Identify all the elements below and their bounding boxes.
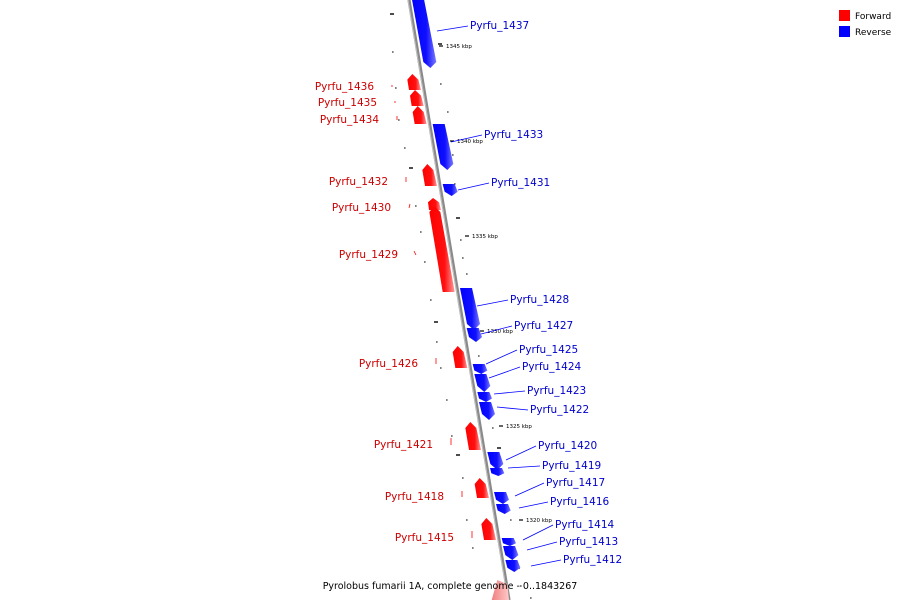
tick-label: 1330 kbp	[487, 329, 513, 335]
gene-label-pyrfu-1430: Pyrfu_1430	[332, 202, 391, 214]
gene-partial-arrow	[491, 580, 510, 600]
gene-leader-line	[530, 559, 562, 567]
tick-label: 1345 kbp	[446, 44, 472, 50]
gene-leader-line	[450, 134, 483, 143]
gene-pyrfu-1436-arrow	[407, 74, 422, 90]
gene-pyrfu-1412-arrow	[505, 560, 521, 572]
gene-pyrfu-1429-arrow	[429, 206, 455, 292]
gene-pyrfu-1423-arrow	[477, 392, 493, 402]
gene-pyrfu-1415-arrow	[481, 518, 497, 540]
gene-pyrfu-1414-arrow	[501, 538, 517, 546]
gene-label-pyrfu-1434: Pyrfu_1434	[320, 114, 380, 126]
gene-label-pyrfu-1435: Pyrfu_1435	[318, 97, 377, 109]
gene-pyrfu-1434-arrow	[412, 106, 427, 124]
gene-pyrfu-1424-arrow	[474, 374, 491, 392]
tick-label: 1340 kbp	[457, 139, 483, 145]
gene-pyrfu-1426-arrow	[452, 346, 468, 368]
gene-pyrfu-1417-arrow	[494, 492, 510, 504]
gene-label-pyrfu-1417: Pyrfu_1417	[546, 477, 605, 489]
legend: Forward Reverse	[839, 10, 892, 38]
gene-label-pyrfu-1420: Pyrfu_1420	[538, 440, 597, 452]
gene-pyrfu-1431-arrow	[442, 184, 458, 196]
gene-label-pyrfu-1432: Pyrfu_1432	[329, 176, 388, 188]
tick-label: 1325 kbp	[506, 424, 532, 430]
gene-pyrfu-1418-arrow	[474, 478, 490, 498]
gene-leader-line	[408, 203, 411, 209]
legend-reverse-label: Reverse	[855, 28, 892, 38]
gene-features	[407, 0, 521, 600]
gene-label-pyrfu-1423: Pyrfu_1423	[527, 385, 586, 397]
gene-pyrfu-1421-arrow	[465, 422, 482, 450]
gene-leader-line	[413, 250, 417, 256]
tick-label: 1335 kbp	[472, 234, 498, 240]
genome-caption: Pyrolobus fumarii 1A, complete genome - …	[323, 581, 578, 592]
gene-leader-line	[476, 299, 509, 307]
gene-pyrfu-1416-arrow	[496, 504, 511, 514]
gene-leader-line	[488, 366, 521, 379]
gene-leader-line	[505, 445, 537, 461]
gene-labels: Pyrfu_1437 Pyrfu_1436 Pyrfu_1435 Pyrfu_1434…	[315, 20, 622, 566]
gene-label-pyrfu-1426: Pyrfu_1426	[359, 358, 419, 370]
gene-label-pyrfu-1437: Pyrfu_1437	[470, 20, 529, 32]
tick-marks: 1345 kbp 1340 kbp 1335 kbp 1330 kbp 1325 kbp…	[390, 7, 552, 599]
gene-leader-line	[485, 349, 518, 365]
gene-leader-line	[518, 501, 549, 509]
genome-axis-line	[407, 0, 511, 600]
gene-label-pyrfu-1421: Pyrfu_1421	[374, 439, 433, 451]
label-leaders	[391, 25, 562, 567]
gene-pyrfu-1430-arrow	[428, 198, 442, 210]
genome-axis-group	[407, 0, 511, 600]
gene-pyrfu-1419-arrow	[490, 468, 505, 476]
gene-pyrfu-1420-arrow	[487, 452, 504, 470]
gene-label-pyrfu-1414: Pyrfu_1414	[555, 519, 615, 531]
gene-label-pyrfu-1436: Pyrfu_1436	[315, 81, 375, 93]
gene-label-pyrfu-1415: Pyrfu_1415	[395, 532, 454, 544]
gene-label-pyrfu-1419: Pyrfu_1419	[542, 460, 601, 472]
gene-label-pyrfu-1425: Pyrfu_1425	[519, 344, 578, 356]
gene-leader-line	[514, 482, 545, 497]
gene-pyrfu-1435-arrow	[410, 90, 424, 106]
gene-leader-line	[493, 390, 526, 395]
gene-label-pyrfu-1433: Pyrfu_1433	[484, 129, 543, 141]
gene-pyrfu-1432-arrow	[422, 164, 438, 186]
gene-pyrfu-1433-arrow	[432, 124, 454, 170]
gene-label-pyrfu-1412: Pyrfu_1412	[563, 554, 622, 566]
gene-leader-line	[496, 406, 529, 411]
gene-label-pyrfu-1427: Pyrfu_1427	[514, 320, 573, 332]
gene-label-pyrfu-1428: Pyrfu_1428	[510, 294, 569, 306]
tick-label: 1320 kbp	[526, 518, 552, 524]
gene-pyrfu-1437-arrow	[412, 0, 437, 68]
gene-pyrfu-1413-arrow	[503, 546, 519, 560]
gene-leader-line	[526, 541, 558, 551]
gene-pyrfu-1427-arrow	[466, 328, 483, 342]
gene-label-pyrfu-1413: Pyrfu_1413	[559, 536, 618, 548]
gene-label-pyrfu-1429: Pyrfu_1429	[339, 249, 398, 261]
legend-forward-swatch	[839, 10, 850, 21]
gene-leader-line	[507, 465, 541, 469]
legend-forward-label: Forward	[855, 12, 891, 22]
gene-pyrfu-1428-arrow	[460, 288, 481, 330]
gene-label-pyrfu-1422: Pyrfu_1422	[530, 404, 589, 416]
gene-label-pyrfu-1431: Pyrfu_1431	[491, 177, 550, 189]
gene-leader-line	[480, 325, 513, 335]
gene-pyrfu-1422-arrow	[479, 402, 496, 420]
gene-leader-line	[436, 25, 469, 32]
gene-pyrfu-1425-arrow	[472, 364, 488, 374]
gene-label-pyrfu-1416: Pyrfu_1416	[550, 496, 610, 508]
genome-axis-highlight	[407, 0, 509, 600]
gene-label-pyrfu-1424: Pyrfu_1424	[522, 361, 582, 373]
gene-leader-line	[457, 182, 490, 191]
legend-reverse-swatch	[839, 26, 850, 37]
gene-leader-line	[522, 524, 554, 541]
gene-label-pyrfu-1418: Pyrfu_1418	[385, 491, 444, 503]
